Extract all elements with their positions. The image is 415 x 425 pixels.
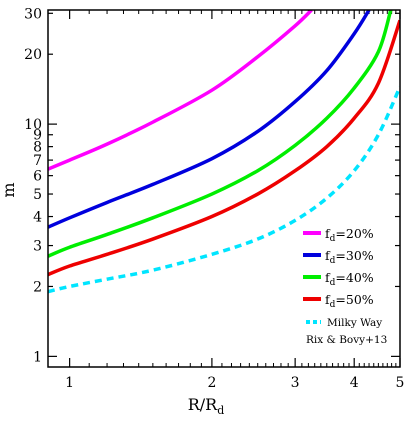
- x-tick-label-2: 2: [207, 375, 216, 391]
- x-tick-label-4: 4: [350, 375, 359, 391]
- y-tick-label-5: 5: [33, 187, 42, 203]
- x-tick-label-5: 5: [396, 375, 405, 391]
- y-tick-label-20: 20: [24, 47, 42, 63]
- series-line-1: [48, 10, 371, 229]
- y-tick-label-10: 10: [24, 117, 42, 133]
- y-tick-label-6: 6: [33, 169, 42, 185]
- x-tick-label-1: 1: [65, 375, 74, 391]
- legend-label-30: fd=30%: [325, 248, 374, 266]
- series-line-4: [48, 85, 400, 294]
- legend-label-rix-bovy: Rix & Bovy+13: [306, 334, 387, 346]
- x-axis-title-main: R/R: [188, 395, 218, 414]
- y-tick-label-2: 2: [33, 279, 42, 295]
- series-line-3: [48, 19, 400, 277]
- x-tick-label-3: 3: [291, 375, 300, 391]
- series-layer: [48, 10, 400, 294]
- x-axis-title: R/Rd: [188, 395, 225, 417]
- y-tick-label-8: 8: [33, 140, 42, 156]
- series-line-2: [48, 10, 393, 258]
- legend-label-20: fd=20%: [325, 226, 374, 244]
- y-tick-label-3: 3: [33, 239, 42, 255]
- plot-frame: [47, 9, 401, 368]
- legend-label-40: fd=40%: [325, 270, 374, 288]
- y-tick-label-30: 30: [24, 6, 42, 22]
- y-tick-label-4: 4: [33, 210, 42, 226]
- y-tick-label-9: 9: [33, 128, 42, 144]
- x-axis-title-sub: d: [217, 404, 224, 417]
- legend-label-50: fd=50%: [325, 292, 374, 310]
- series-line-0: [48, 10, 313, 171]
- y-tick-label-1: 1: [33, 349, 42, 365]
- legend: fd=20% fd=30% fd=40% fd=50% Milky Way Ri…: [303, 226, 387, 346]
- y-axis-title: m: [0, 182, 18, 197]
- y-tick-label-7: 7: [33, 153, 42, 169]
- legend-label-milky-way: Milky Way: [327, 317, 382, 329]
